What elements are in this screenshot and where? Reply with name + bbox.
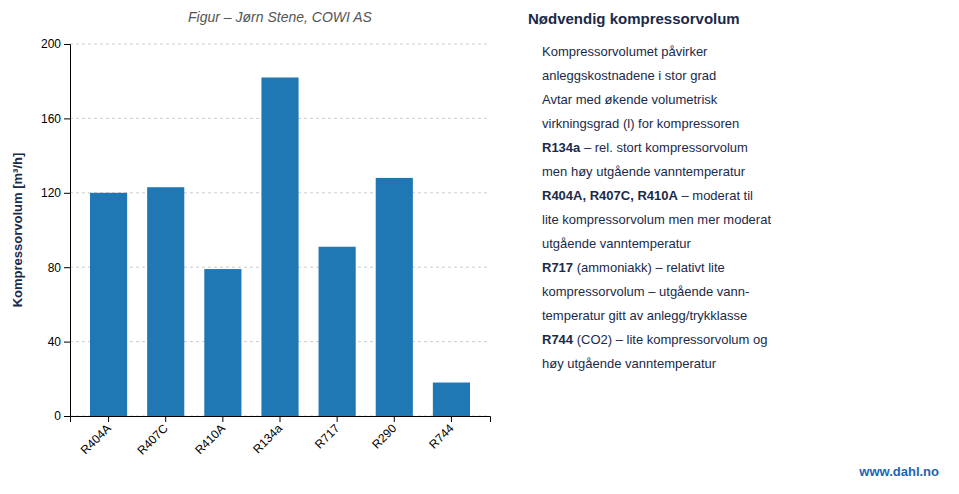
annotation-part: R744 [542,332,574,347]
panel-line: R134a – rel. stort kompressorvolum [542,140,748,155]
chart: Figur – Jørn Stene, COWI AS R404A R407C R41… [0,0,959,494]
panel-line: men høy utgående vanntemperatur [542,164,746,179]
tick-label: R744 [426,421,456,451]
tick-label: 200 [41,37,61,51]
bar [261,77,298,416]
tick-mark [64,118,70,119]
tick-label: R410A [192,421,228,457]
tick-label: 160 [41,112,61,126]
tick-label: R404A [78,421,114,457]
tick: R404A [78,416,114,457]
tick: 160 [41,112,70,126]
tick: 200 [41,37,70,51]
chart-title: Figur – Jørn Stene, COWI AS [188,9,373,25]
bars [90,77,470,416]
annotation-part: anleggskostnadene i stor grad [542,68,716,83]
axis-line [64,45,71,417]
tick: R407C [134,416,171,458]
annotation-part: men høy utgående vanntemperatur [542,164,746,179]
annotation-part: Avtar med økende volumetrisk [542,92,718,107]
panel-line: temperatur gitt av anlegg/trykklasse [542,308,747,323]
annotation-part: lite kompressorvolum men mer moderat [542,212,771,227]
panel-line: Avtar med økende volumetrisk [542,92,718,107]
panel-line: lite kompressorvolum men mer moderat [542,212,771,227]
tick: 80 [48,261,70,275]
grid-line [70,44,490,45]
panel-line: kompressorvolum – utgående vann- [542,284,749,299]
tick-mark [165,416,166,422]
panel-heading: Nødvendig kompressorvolum [528,10,740,27]
bar [90,193,127,416]
x-axis: R404A R407C R410A R134a R717 R290 R744 [71,416,491,458]
y-axis: 0 40 80 120 160 200 [41,37,71,423]
website: www.dahl.no [858,464,939,479]
annotation-part: temperatur gitt av anlegg/trykklasse [542,308,747,323]
annotation-part: – moderat til [678,188,753,203]
tick: R134a [250,416,285,456]
panel-line: R744 (CO2) – lite kompressorvolum og [542,332,767,347]
panel-line: høy utgående vanntemperatur [542,356,717,371]
tick-mark [64,267,70,268]
tick: 0 [54,409,70,423]
panel-line: R404A, R407C, R410A – moderat til [542,188,753,203]
panel-line: anleggskostnadene i stor grad [542,68,716,83]
tick: R290 [369,416,399,452]
bar [433,383,470,416]
tick-mark [451,416,452,422]
annotation-part: R404A, R407C, R410A [542,188,678,203]
tick-mark [64,416,70,417]
annotation-part: R717 [542,260,573,275]
tick-label: R717 [312,421,342,451]
panel-line: utgående vanntemperatur [542,236,692,251]
tick: 120 [41,186,70,200]
bar [204,269,241,416]
tick-label: 0 [54,409,61,423]
annotation-part: www.dahl.no [858,464,939,479]
tick-label: R134a [250,421,285,456]
panel-line: virkningsgrad (l) for kompressoren [542,116,739,131]
text-panel: Nødvendig kompressorvolum Kompressorvolum… [528,10,939,479]
tick-mark [222,416,223,422]
annotation-part: kompressorvolum – utgående vann- [542,284,749,299]
tick-label: R290 [369,421,399,451]
annotation-part: Kompressorvolumet påvirker [542,44,708,59]
tick-mark [64,193,70,194]
bar [147,187,184,416]
tick-label: 40 [48,335,62,349]
annotation-part: Nødvendig kompressorvolum [528,10,740,27]
annotation-part: – rel. stort kompressorvolum [580,140,748,155]
tick-label: R407C [134,421,171,458]
annotation-part: R134a [542,140,581,155]
tick-mark [64,44,70,45]
tick-mark [337,416,338,422]
tick-mark [394,416,395,422]
bar [376,178,413,416]
annotation-part: høy utgående vanntemperatur [542,356,717,371]
bar [319,247,356,416]
tick: R744 [426,416,456,452]
tick: R410A [192,416,228,457]
tick: R717 [312,416,342,452]
tick-mark [108,416,109,422]
axis-line [71,417,491,423]
annotation-part: (ammoniakk) – relativt lite [573,260,725,275]
tick-mark [280,416,281,422]
tick: 40 [48,335,70,349]
panel-line: Kompressorvolumet påvirker [542,44,708,59]
annotation-part: utgående vanntemperatur [542,236,692,251]
tick-label: 80 [48,261,62,275]
annotation-part: (CO2) – lite kompressorvolum og [573,332,767,347]
grid [70,44,490,416]
tick-label: 120 [41,186,61,200]
tick-mark [64,342,70,343]
y-axis-title: Kompressorvolum [m³/h] [10,153,25,308]
annotation-part: virkningsgrad (l) for kompressoren [542,116,739,131]
panel-line: R717 (ammoniakk) – relativt lite [542,260,725,275]
